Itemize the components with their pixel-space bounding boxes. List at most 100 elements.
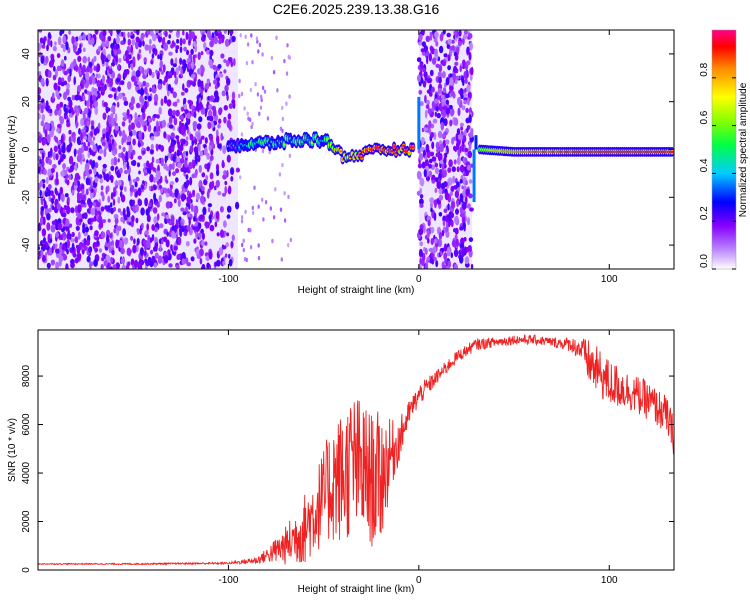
noise-speckle [167,252,172,261]
noise-speckle [281,162,284,168]
noise-speckle [131,149,136,156]
noise-speckle [464,87,467,93]
noise-speckle [41,159,45,168]
noise-speckle [441,109,447,119]
noise-speckle [209,40,215,48]
noise-speckle [95,73,99,79]
noise-speckle [75,216,80,226]
noise-speckle [457,40,462,47]
noise-speckle [428,120,432,129]
noise-speckle [430,237,434,246]
y-tick-label: 2000 [21,510,32,533]
noise-speckle [62,226,66,232]
noise-speckle [459,179,463,184]
noise-speckle [426,126,430,133]
noise-speckle [42,38,46,46]
noise-speckle [274,187,277,192]
noise-speckle [216,169,220,177]
noise-speckle [439,143,444,153]
noise-speckle [102,30,107,37]
noise-speckle [441,229,445,237]
noise-speckle [222,145,227,155]
noise-speckle [220,132,223,141]
noise-speckle [288,94,291,99]
noise-speckle [61,243,66,251]
spectrogram-panel: -100 0 100 -40 -20 0 20 40 Height of straight l… [7,29,675,296]
noise-speckle [157,83,163,90]
noise-speckle [54,109,58,116]
noise-speckle [420,30,425,36]
noise-speckle [76,253,82,261]
noise-speckle [241,242,244,248]
noise-speckle [132,129,137,136]
noise-speckle [97,155,102,161]
noise-speckle [163,187,168,194]
noise-speckle [438,232,442,241]
noise-speckle [418,228,424,236]
noise-speckle [418,33,423,41]
noise-speckle [216,77,221,82]
noise-speckle [220,229,224,238]
noise-speckle [162,80,166,86]
noise-speckle [168,116,173,125]
noise-speckle [166,231,169,237]
noise-speckle [165,214,170,219]
noise-speckle [198,132,201,140]
noise-speckle [244,34,247,39]
noise-speckle [179,57,183,65]
noise-speckle [276,88,279,93]
noise-speckle [209,224,215,232]
noise-speckle [88,203,93,209]
noise-speckle [77,180,80,188]
noise-speckle [431,141,435,150]
noise-speckle [446,146,449,155]
noise-speckle [449,105,453,110]
noise-speckle [84,170,88,176]
noise-speckle [447,167,452,173]
noise-speckle [81,213,85,219]
noise-speckle [128,116,132,124]
noise-speckle [102,128,106,134]
noise-speckle [419,187,422,195]
noise-speckle [455,208,459,215]
colorbar-tick-label: 0.2 [699,206,710,220]
noise-speckle [423,71,428,78]
noise-speckle [160,70,164,75]
noise-speckle [167,83,172,92]
noise-speckle [445,139,450,145]
noise-speckle [434,93,438,100]
noise-speckle [190,203,194,213]
snr-xlabel: Height of straight line (km) [298,584,415,595]
noise-speckle [65,205,71,215]
noise-speckle [438,188,443,195]
noise-speckle [39,159,42,165]
noise-speckle [74,236,79,244]
noise-speckle [235,167,240,173]
noise-speckle [437,130,443,139]
noise-speckle [156,75,160,80]
noise-speckle [128,173,131,182]
noise-speckle [464,147,469,153]
noise-speckle [461,248,466,257]
noise-speckle [66,179,70,186]
noise-speckle [126,247,132,256]
noise-speckle [441,102,445,107]
noise-speckle [108,247,112,254]
noise-speckle [163,236,168,243]
y-tick-label: 20 [21,96,32,108]
noise-speckle [462,59,466,66]
noise-region [416,30,475,269]
noise-speckle [98,148,104,155]
noise-speckle [186,196,191,203]
noise-speckle [60,193,65,203]
y-tick-label: 4000 [21,461,32,484]
noise-speckle [429,257,433,264]
noise-speckle [224,84,229,92]
noise-speckle [183,63,188,69]
noise-speckle [260,97,263,103]
noise-speckle [452,72,457,81]
noise-speckle [239,33,242,38]
noise-speckle [112,264,117,269]
noise-speckle [457,107,461,117]
noise-speckle [121,121,126,127]
